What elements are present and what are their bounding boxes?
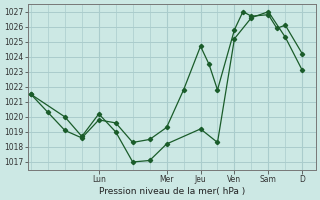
X-axis label: Pression niveau de la mer( hPa ): Pression niveau de la mer( hPa ) [99, 187, 245, 196]
